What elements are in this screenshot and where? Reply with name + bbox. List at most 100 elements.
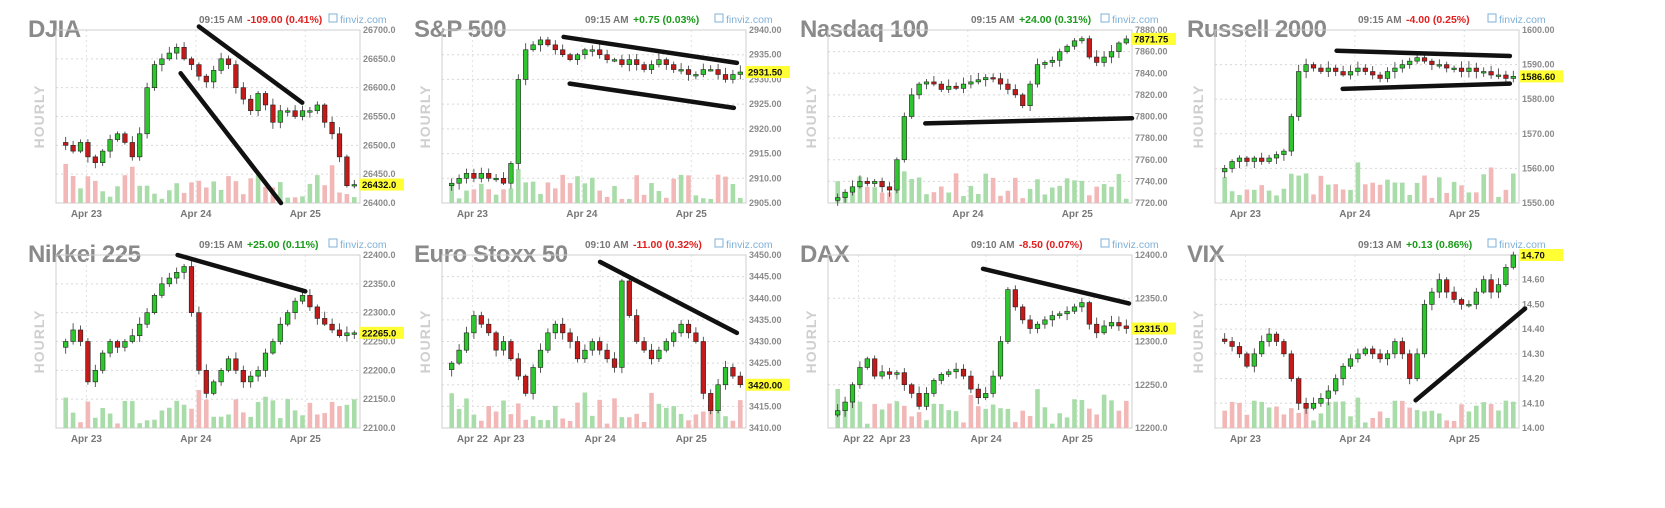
volume-bar xyxy=(1244,189,1250,203)
candle-body xyxy=(225,58,232,65)
y-tick-label: 26500.0 xyxy=(363,140,396,150)
volume-bar xyxy=(553,405,558,428)
volume-bar xyxy=(850,400,855,428)
volume-bar xyxy=(1370,418,1375,428)
y-tick-label: 3445.00 xyxy=(749,272,782,282)
volume-bar xyxy=(723,416,728,428)
candle-body xyxy=(1086,38,1092,58)
volume-bar xyxy=(464,190,469,203)
volume-bar xyxy=(916,412,922,428)
volume-bar xyxy=(730,420,736,428)
volume-bar xyxy=(464,398,469,428)
y-tick-label: 1560.00 xyxy=(1522,163,1555,173)
candle-body xyxy=(1392,67,1398,72)
candle-body xyxy=(574,341,581,360)
x-tick-label: Apr 23 xyxy=(879,434,911,445)
candle-body xyxy=(1510,76,1516,79)
candle-body xyxy=(1071,40,1078,47)
candle-body xyxy=(849,384,856,403)
y-tick-label: 3450.00 xyxy=(749,250,782,260)
candle-body xyxy=(715,384,721,412)
volume-bar xyxy=(1237,402,1242,428)
x-tick-label: Apr 24 xyxy=(971,434,1003,445)
volume-bar xyxy=(1259,185,1264,203)
candle-body xyxy=(552,323,558,334)
volume-bar xyxy=(604,423,610,428)
candle-body xyxy=(203,75,209,83)
volume-bar xyxy=(1422,175,1427,203)
volume-bar xyxy=(78,188,83,203)
trend-line xyxy=(1413,306,1528,403)
candle-body xyxy=(1370,71,1376,76)
volume-bar xyxy=(1481,174,1486,203)
candle-body xyxy=(611,358,618,368)
candle-body xyxy=(1123,325,1129,329)
volume-bar xyxy=(990,404,996,428)
candle-body xyxy=(1495,284,1502,293)
candle-body xyxy=(737,71,743,75)
candle-body xyxy=(1377,353,1383,360)
y-tick-label: 14.00 xyxy=(1522,423,1545,433)
volume-bar xyxy=(516,169,521,203)
candle-body xyxy=(983,393,989,399)
candle-body xyxy=(1347,358,1354,367)
volume-bar xyxy=(1109,400,1114,428)
x-tick-label: Apr 25 xyxy=(290,209,322,220)
volume-bar xyxy=(1035,389,1040,428)
volume-bar xyxy=(285,197,290,203)
candle-body xyxy=(322,318,328,325)
candle-body xyxy=(1481,279,1487,293)
candle-body xyxy=(1034,64,1041,85)
trend-line xyxy=(178,71,284,206)
volume-bar xyxy=(1087,408,1092,428)
volume-bar xyxy=(344,194,350,203)
volume-bar xyxy=(612,398,617,428)
volume-bar xyxy=(857,176,863,203)
volume-bar xyxy=(218,416,224,428)
candle-body xyxy=(715,69,721,75)
volume-bar xyxy=(255,174,261,203)
volume-bar xyxy=(115,423,120,428)
volume-bar xyxy=(715,411,721,428)
volume-bar xyxy=(1363,422,1368,428)
candle-body xyxy=(671,332,677,342)
candle-body xyxy=(1244,157,1250,162)
volume-bar xyxy=(479,183,484,203)
brand-icon xyxy=(1487,238,1497,248)
volume-bar xyxy=(159,198,165,203)
volume-bar xyxy=(204,187,209,203)
volume-bar xyxy=(1444,420,1449,428)
volume-bar xyxy=(1094,186,1099,203)
volume-bar xyxy=(924,420,929,428)
candle-body xyxy=(849,186,856,193)
candle-body xyxy=(1042,319,1048,325)
volume-bar xyxy=(738,197,743,203)
y-tick-label: 7800.00 xyxy=(1135,112,1168,122)
candle-body xyxy=(671,64,677,70)
volume-bar xyxy=(255,401,261,428)
candle-body xyxy=(901,372,907,386)
candle-body xyxy=(1057,51,1063,61)
volume-bar xyxy=(501,400,506,428)
candle-body xyxy=(1229,341,1235,347)
candle-body xyxy=(1473,291,1479,305)
candle-body xyxy=(648,64,655,70)
chart-time: 09:15 AM xyxy=(1358,15,1402,26)
candle-body xyxy=(1310,402,1317,409)
candle-body xyxy=(1421,304,1428,355)
candle-body xyxy=(248,98,254,112)
candle-body xyxy=(114,133,121,140)
volume-bar xyxy=(1311,194,1316,203)
volume-bar xyxy=(1377,184,1383,203)
volume-bar xyxy=(1414,410,1420,428)
candle-body xyxy=(574,54,581,60)
volume-bar xyxy=(159,410,165,428)
candle-body xyxy=(685,69,692,75)
candle-body xyxy=(1318,398,1324,404)
candle-body xyxy=(960,83,967,89)
y-tick-label: 2920.00 xyxy=(749,124,782,134)
volume-bar xyxy=(263,396,268,428)
volume-bar xyxy=(456,198,462,203)
candle-body xyxy=(641,341,647,351)
candle-body xyxy=(1458,299,1465,305)
